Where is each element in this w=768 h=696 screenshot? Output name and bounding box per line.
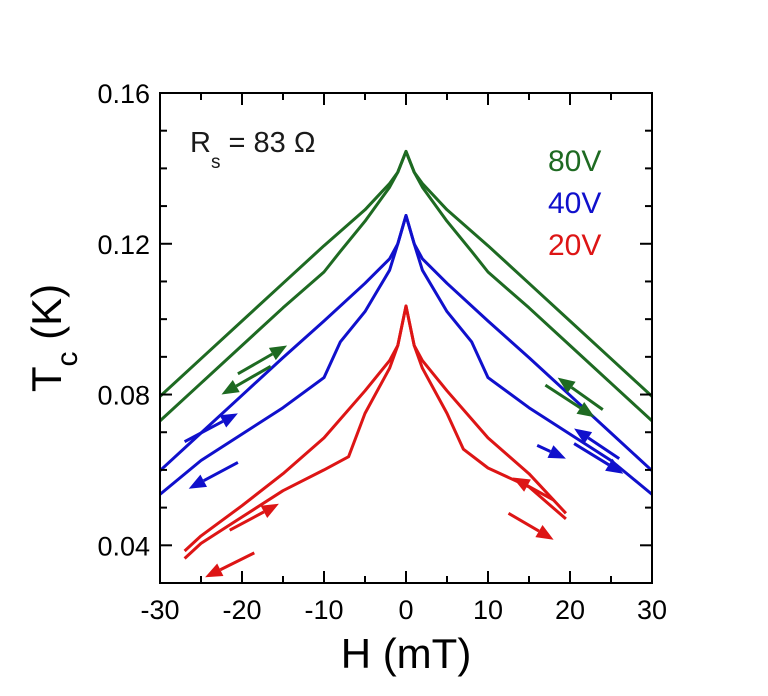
x-tick-label: 0 — [398, 595, 413, 625]
sweep-arrow-20V-11 — [507, 511, 554, 540]
sweep-arrow-40V-4 — [183, 413, 238, 443]
x-tick-label: -30 — [140, 595, 179, 625]
legend-entry-20V: 20V — [548, 229, 601, 262]
sweep-arrow-80V-2 — [544, 383, 595, 418]
resistance-annotation: Rs = 83 Ω — [190, 127, 316, 173]
sweep-arrow-40V-5 — [188, 461, 239, 489]
sweep-arrow-80V-3 — [557, 377, 604, 411]
legend-entry-80V: 80V — [548, 145, 601, 178]
sweep-arrow-80V-0 — [237, 345, 288, 376]
x-tick-label: 20 — [555, 595, 585, 625]
tick-labels: -30 -20 -10 0 10 20 30 0.04 0.08 0.12 0.16 — [97, 79, 667, 625]
y-tick-label: 0.08 — [97, 381, 150, 411]
sweep-arrow-40V-7 — [574, 428, 621, 460]
x-axis-title: H (mT) — [341, 630, 472, 677]
y-tick-label: 0.04 — [97, 531, 150, 561]
y-axis-title: Tc (K) — [23, 284, 84, 392]
legend: 80V 40V 20V — [548, 145, 601, 262]
x-tick-label: -20 — [222, 595, 261, 625]
x-tick-label: 10 — [473, 595, 503, 625]
sweep-arrows — [183, 345, 624, 578]
legend-entry-40V: 40V — [548, 187, 601, 220]
sweep-arrow-20V-10 — [205, 551, 255, 578]
sweep-arrow-20V-12 — [512, 477, 555, 502]
sweep-arrow-40V-8 — [536, 444, 566, 459]
sweep-arrow-40V-6 — [573, 442, 624, 474]
y-tick-label: 0.12 — [97, 230, 150, 260]
series-line-40V-lower — [159, 214, 654, 496]
x-tick-label: -10 — [304, 595, 343, 625]
axis-ticks — [159, 92, 653, 584]
sweep-arrow-20V-9 — [228, 503, 279, 532]
y-tick-label: 0.16 — [97, 79, 150, 109]
series-curves — [158, 149, 654, 560]
series-line-80V-lower — [158, 149, 654, 423]
x-tick-label: 30 — [637, 595, 667, 625]
series-line-20V-lower — [183, 304, 567, 560]
sweep-arrow-80V-1 — [221, 364, 272, 395]
